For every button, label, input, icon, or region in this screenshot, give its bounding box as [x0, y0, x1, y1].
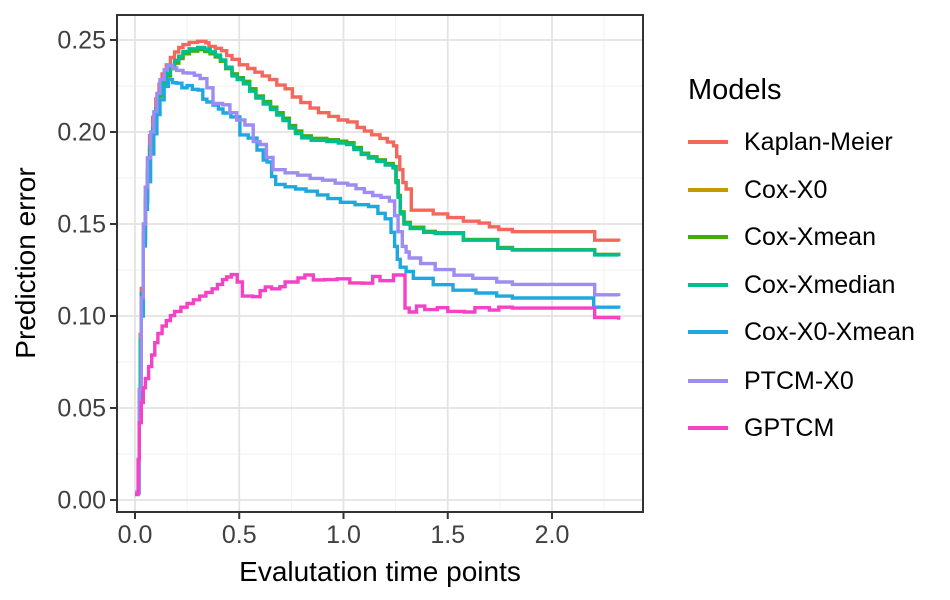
series-line-ptcm-x0	[135, 63, 621, 495]
y-tick-label: 0.10	[57, 303, 106, 331]
legend-item-label: PTCM-X0	[744, 367, 854, 395]
x-tick-label: 1.0	[326, 521, 361, 549]
legend-item-label: Cox-X0	[744, 176, 828, 204]
y-tick-label: 0.05	[57, 395, 106, 423]
legend: Models Kaplan-Meier Cox-X0 Cox-Xmean Cox-Xm…	[688, 0, 948, 600]
x-axis-title: Evalutation time points	[239, 556, 521, 587]
x-tick-label: 1.5	[430, 521, 465, 549]
legend-key-line-cox-xmean	[688, 235, 728, 239]
legend-item-cox-xmean: Cox-Xmean	[688, 224, 876, 250]
x-tick-label: 0.5	[222, 521, 257, 549]
legend-item-cox-xmedian: Cox-Xmedian	[688, 272, 895, 298]
legend-title: Models	[688, 74, 782, 106]
legend-item-cox-x0-xmean: Cox-X0-Xmean	[688, 319, 915, 345]
y-tick-label: 0.00	[57, 487, 106, 515]
legend-item-label: Cox-X0-Xmean	[744, 318, 915, 346]
legend-item-kaplan-meier: Kaplan-Meier	[688, 129, 893, 155]
x-tick-label: 0.0	[118, 521, 153, 549]
legend-item-label: GPTCM	[744, 414, 835, 442]
x-tick-label: 2.0	[535, 521, 570, 549]
legend-item-label: Cox-Xmean	[744, 223, 876, 251]
panel-border	[116, 14, 644, 513]
legend-key-line-cox-x0	[688, 188, 728, 192]
series-line-cox-x0-xmean	[135, 77, 621, 495]
legend-key-line-gptcm	[688, 426, 728, 430]
legend-key-line-kaplan-meier	[688, 140, 728, 144]
legend-item-label: Kaplan-Meier	[744, 128, 893, 156]
y-tick-label: 0.25	[57, 27, 106, 55]
legend-key-line-cox-x0-xmean	[688, 330, 728, 334]
legend-key-line-ptcm-x0	[688, 379, 728, 383]
legend-item-cox-x0: Cox-X0	[688, 177, 827, 203]
y-tick-label: 0.15	[57, 211, 106, 239]
legend-item-gptcm: GPTCM	[688, 415, 834, 441]
legend-item-ptcm-x0: PTCM-X0	[688, 368, 854, 394]
y-axis-title: Prediction error	[10, 167, 41, 359]
legend-key-line-cox-xmedian	[688, 283, 728, 287]
y-tick-label: 0.20	[57, 119, 106, 147]
series-line-gptcm	[135, 272, 621, 497]
legend-item-label: Cox-Xmedian	[744, 271, 896, 299]
